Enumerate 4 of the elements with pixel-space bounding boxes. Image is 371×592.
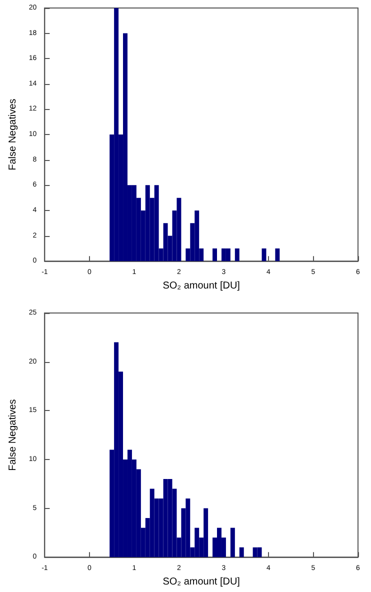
x-axis-title: SO₂ amount [DU]: [162, 280, 240, 292]
y-axis-title: False Negatives: [8, 98, 18, 170]
y-axis-title: False Negatives: [8, 399, 18, 471]
x-axis-title: SO₂ amount [DU]: [162, 576, 240, 588]
